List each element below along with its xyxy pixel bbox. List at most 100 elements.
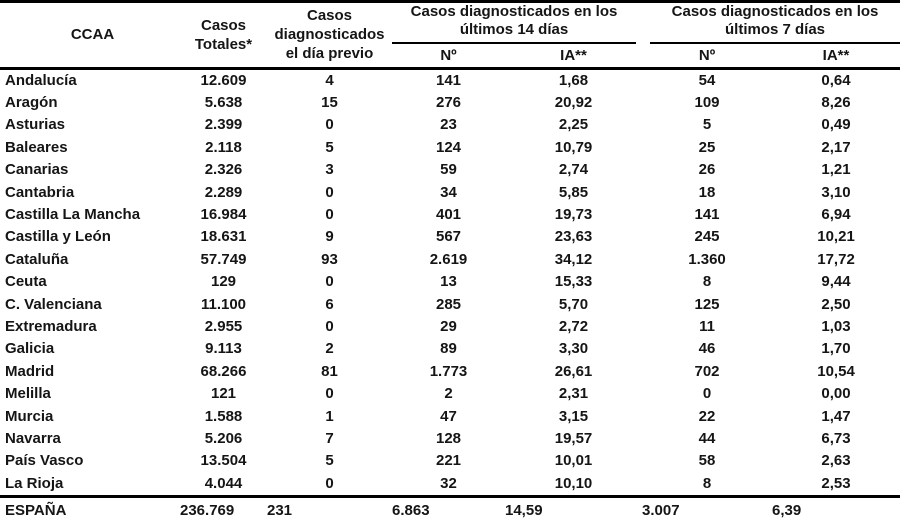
region-name: Cataluña — [5, 250, 69, 268]
ia-7d-value: 1,21 — [821, 161, 851, 179]
ia-7d-value: 8,26 — [821, 93, 851, 111]
region-name: País Vasco — [5, 452, 84, 470]
total-row: ESPAÑA 236.769 231 6.863 14,59 3.007 6,3… — [0, 495, 900, 525]
table-header: CCAA Casos Totales* Casos diagnosticados… — [0, 1, 900, 70]
ia-7d-value: 1,70 — [821, 340, 851, 358]
region-name: Baleares — [5, 138, 68, 156]
region-name: Ceuta — [5, 273, 47, 291]
casos-totales-value: 121 — [210, 385, 237, 403]
total-region-name: ESPAÑA — [0, 495, 180, 525]
region-name: Madrid — [5, 362, 55, 380]
n-14d-value: 276 — [435, 93, 462, 111]
ia-7d-value: 2,17 — [821, 138, 851, 156]
casos-totales-value: 18.631 — [200, 228, 247, 246]
table-row: Madrid 68.266 81 1.773 26,61 702 10,54 — [0, 361, 900, 383]
ia-14d-value: 2,25 — [558, 116, 589, 134]
casos-totales-value: 2.399 — [204, 116, 243, 134]
casos-dia-previo-value: 5 — [325, 452, 334, 470]
n-14d-value: 141 — [435, 71, 462, 89]
n-7d-value: 25 — [698, 138, 716, 156]
n-14d-value: 124 — [435, 138, 462, 156]
n-7d-value: 245 — [694, 228, 720, 246]
casos-dia-previo-value: 6 — [325, 295, 334, 313]
n-14d-value: 2 — [444, 385, 453, 403]
total-casos-dia-previo: 231 — [267, 495, 392, 525]
region-name: Navarra — [5, 430, 61, 447]
total-n-7d: 3.007 — [642, 495, 773, 525]
table-footer: ESPAÑA 236.769 231 6.863 14,59 3.007 6,3… — [0, 495, 900, 525]
total-ia-7d: 6,39 — [772, 495, 900, 525]
ia-14d-value: 34,12 — [554, 250, 593, 268]
table-row: Baleares 2.118 5 124 10,79 25 2,17 — [0, 137, 900, 159]
ia-14d-value: 5,85 — [558, 183, 589, 201]
ia-14d-value: 19,57 — [554, 430, 593, 447]
ia-14d-value: 10,01 — [554, 452, 593, 470]
header-n-7d: Nº — [642, 44, 773, 70]
ia-14d-value: 2,72 — [558, 317, 589, 335]
casos-totales-value: 2.955 — [204, 317, 243, 335]
ia-7d-value: 2,53 — [821, 474, 851, 492]
table-row: Navarra 5.206 7 128 19,57 44 6,73 — [0, 428, 900, 450]
region-name: Canarias — [5, 161, 69, 179]
region-name: Cantabria — [5, 183, 75, 201]
table-row: Galicia 9.113 2 89 3,30 46 1,70 — [0, 338, 900, 360]
region-name: Asturias — [5, 116, 66, 134]
n-14d-value: 2.619 — [429, 250, 468, 268]
table-row: Aragón 5.638 15 276 20,92 109 8,26 — [0, 92, 900, 114]
ia-7d-value: 1,03 — [821, 317, 851, 335]
header-group-14-dias: Casos diagnosticados en los últimos 14 d… — [392, 2, 642, 44]
n-14d-value: 34 — [440, 183, 457, 201]
table-row: Extremadura 2.955 0 29 2,72 11 1,03 — [0, 316, 900, 338]
table-row: Cataluña 57.749 93 2.619 34,12 1.360 17,… — [0, 249, 900, 271]
table-row: Murcia 1.588 1 47 3,15 22 1,47 — [0, 406, 900, 428]
n-14d-value: 47 — [440, 407, 457, 425]
casos-totales-value: 129 — [210, 273, 237, 291]
n-14d-value: 285 — [435, 295, 462, 313]
n-14d-value: 89 — [440, 340, 457, 358]
ia-14d-value: 10,10 — [554, 474, 593, 492]
casos-totales-value: 2.289 — [204, 183, 243, 201]
ia-14d-value: 23,63 — [554, 228, 593, 246]
ia-7d-value: 2,50 — [821, 295, 851, 313]
ia-7d-value: 0,00 — [821, 385, 851, 403]
n-14d-value: 401 — [435, 205, 462, 223]
n-7d-value: 702 — [694, 362, 720, 380]
ia-14d-value: 3,30 — [558, 340, 589, 358]
table-row: Asturias 2.399 0 23 2,25 5 0,49 — [0, 114, 900, 136]
region-name: Extremadura — [5, 317, 97, 335]
ia-14d-value: 1,68 — [558, 71, 589, 89]
ia-7d-value: 0,49 — [821, 116, 851, 134]
table-row: Castilla La Mancha 16.984 0 401 19,73 14… — [0, 204, 900, 226]
header-ccaa: CCAA — [0, 1, 180, 70]
casos-dia-previo-value: 1 — [325, 407, 334, 425]
region-name: Melilla — [5, 385, 51, 403]
casos-totales-value: 2.118 — [205, 138, 242, 156]
header-row-groups: CCAA Casos Totales* Casos diagnosticados… — [0, 1, 900, 70]
n-7d-value: 109 — [694, 93, 720, 111]
table-row: Ceuta 129 0 13 15,33 8 9,44 — [0, 271, 900, 293]
casos-dia-previo-value: 81 — [321, 362, 338, 380]
casos-totales-value: 1.588 — [204, 407, 243, 425]
header-ia-7d: IA** — [772, 44, 900, 70]
n-7d-value: 11 — [699, 317, 715, 335]
ia-7d-value: 1,47 — [821, 407, 851, 425]
table-row: País Vasco 13.504 5 221 10,01 58 2,63 — [0, 450, 900, 472]
n-7d-value: 54 — [698, 71, 716, 89]
casos-totales-value: 5.638 — [204, 93, 243, 111]
ia-7d-value: 3,10 — [821, 183, 851, 201]
ia-7d-value: 2,63 — [821, 452, 851, 470]
n-14d-value: 32 — [440, 474, 457, 492]
total-casos-totales: 236.769 — [180, 495, 267, 525]
casos-dia-previo-value: 3 — [325, 161, 334, 179]
casos-totales-value: 13.504 — [200, 452, 247, 470]
total-ia-14d: 14,59 — [505, 495, 643, 525]
total-n-14d: 6.863 — [392, 495, 505, 525]
casos-dia-previo-value: 93 — [321, 250, 338, 268]
header-group-7-dias-label: Casos diagnosticados en los últimos 7 dí… — [650, 3, 900, 44]
casos-totales-value: 2.326 — [204, 161, 243, 179]
ia-7d-value: 0,64 — [821, 71, 851, 89]
n-7d-value: 26 — [698, 161, 716, 179]
n-7d-value: 0 — [702, 385, 712, 403]
casos-totales-value: 9.113 — [205, 340, 242, 358]
